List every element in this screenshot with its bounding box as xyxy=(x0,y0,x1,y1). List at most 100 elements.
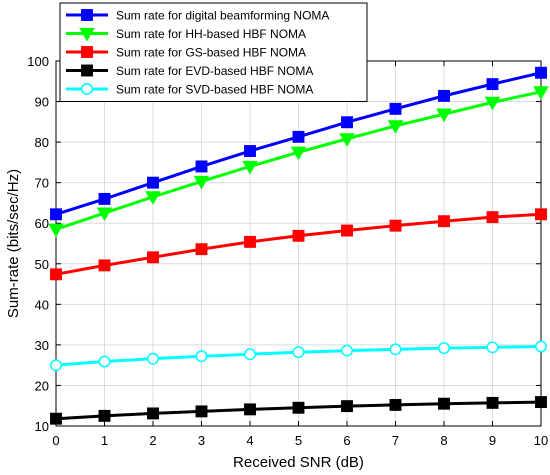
data-point xyxy=(98,409,111,422)
legend-marker xyxy=(81,46,93,58)
data-point xyxy=(147,352,159,365)
data-point xyxy=(50,208,62,221)
legend-item: Sum rate for EVD-based HBF NOMA xyxy=(66,64,313,78)
y-tick-label: 80 xyxy=(35,135,49,150)
data-point xyxy=(244,348,256,361)
legend-marker xyxy=(81,83,93,95)
y-tick-label: 40 xyxy=(35,297,49,312)
grid xyxy=(55,60,542,427)
x-tick-label: 2 xyxy=(149,433,156,448)
legend-box xyxy=(59,2,368,102)
data-point xyxy=(389,398,402,411)
data-point xyxy=(438,89,450,102)
series-3 xyxy=(50,396,547,425)
legend-label: Sum rate for digital beamforming NOMA xyxy=(116,9,329,23)
y-tick-label: 100 xyxy=(27,54,49,69)
x-tick-label: 3 xyxy=(198,433,205,448)
y-axis-title: Sum-rate (bits/sec/Hz) xyxy=(5,169,22,318)
legend-label: Sum rate for HH-based HBF NOMA xyxy=(116,27,306,41)
data-point xyxy=(341,116,353,129)
data-point xyxy=(339,133,355,147)
legend-marker xyxy=(81,64,93,77)
series-4 xyxy=(50,340,547,372)
legend-item: Sum rate for GS-based HBF NOMA xyxy=(66,46,306,60)
series-2 xyxy=(50,208,547,281)
data-point xyxy=(244,145,256,157)
x-tick-label: 1 xyxy=(101,433,108,448)
data-point xyxy=(387,120,404,134)
data-point xyxy=(486,396,499,409)
data-point xyxy=(438,215,450,228)
data-point xyxy=(195,350,208,363)
x-tick-label: 6 xyxy=(343,433,350,448)
data-point xyxy=(50,359,62,372)
data-point xyxy=(292,346,305,359)
y-tick-label: 10 xyxy=(35,419,49,434)
data-point xyxy=(98,355,111,368)
x-tick-label: 0 xyxy=(52,433,59,448)
data-point xyxy=(96,207,113,222)
data-point xyxy=(438,342,450,355)
series-layer xyxy=(48,66,549,425)
legend-label: Sum rate for EVD-based HBF NOMA xyxy=(116,64,313,78)
legend-item: Sum rate for SVD-based HBF NOMA xyxy=(66,83,313,97)
data-point xyxy=(341,400,353,413)
y-tick-label: 60 xyxy=(35,216,49,231)
y-tick-label: 90 xyxy=(35,95,49,110)
data-point xyxy=(195,405,208,418)
data-point xyxy=(292,130,305,143)
data-point xyxy=(484,96,501,111)
data-point xyxy=(341,224,353,237)
x-tick-label: 8 xyxy=(440,433,447,448)
data-point xyxy=(195,243,208,256)
data-point xyxy=(533,86,549,100)
data-point xyxy=(389,219,402,232)
x-tick-label: 9 xyxy=(489,433,496,448)
data-point xyxy=(535,396,547,409)
data-point xyxy=(147,407,159,420)
x-tick-label: 7 xyxy=(392,433,399,448)
data-point xyxy=(486,341,499,354)
legend-item: Sum rate for HH-based HBF NOMA xyxy=(66,27,306,42)
data-point xyxy=(244,235,256,248)
axis-ticks: 0 1 2 3 4 5 6 7 8 9 10 10 20 30 40 50 60 70 80 90 100 xyxy=(27,54,548,448)
data-point xyxy=(98,259,111,272)
data-point xyxy=(290,146,307,161)
series-1 xyxy=(48,86,549,238)
data-point xyxy=(147,251,159,264)
data-point xyxy=(98,192,111,205)
y-tick-label: 70 xyxy=(35,176,49,191)
data-point xyxy=(242,160,258,175)
data-point xyxy=(195,160,208,173)
data-point xyxy=(535,66,547,79)
y-tick-label: 20 xyxy=(35,378,49,393)
data-point xyxy=(292,229,305,242)
data-point xyxy=(145,191,161,205)
legend-label: Sum rate for SVD-based HBF NOMA xyxy=(116,83,313,97)
data-point xyxy=(193,175,210,190)
series-0 xyxy=(50,66,547,221)
data-point xyxy=(486,78,499,91)
data-point xyxy=(50,412,62,425)
data-point xyxy=(389,343,402,356)
data-point xyxy=(535,208,547,221)
data-point xyxy=(436,108,452,123)
data-point xyxy=(341,344,353,357)
legend-marker xyxy=(81,9,93,21)
x-tick-label: 10 xyxy=(534,433,548,448)
legend-marker xyxy=(79,27,95,42)
data-point xyxy=(244,403,256,416)
x-axis-title: Received SNR (dB) xyxy=(233,454,364,471)
legend-item: Sum rate for digital beamforming NOMA xyxy=(66,9,329,23)
x-tick-label: 5 xyxy=(295,433,302,448)
data-point xyxy=(535,340,547,353)
data-point xyxy=(438,397,450,410)
data-point xyxy=(48,223,64,238)
data-point xyxy=(147,176,159,189)
legend-label: Sum rate for GS-based HBF NOMA xyxy=(116,46,306,60)
data-point xyxy=(389,102,402,115)
legend: Sum rate for digital beamforming NOMA Sum… xyxy=(59,2,368,102)
data-point xyxy=(292,401,305,414)
